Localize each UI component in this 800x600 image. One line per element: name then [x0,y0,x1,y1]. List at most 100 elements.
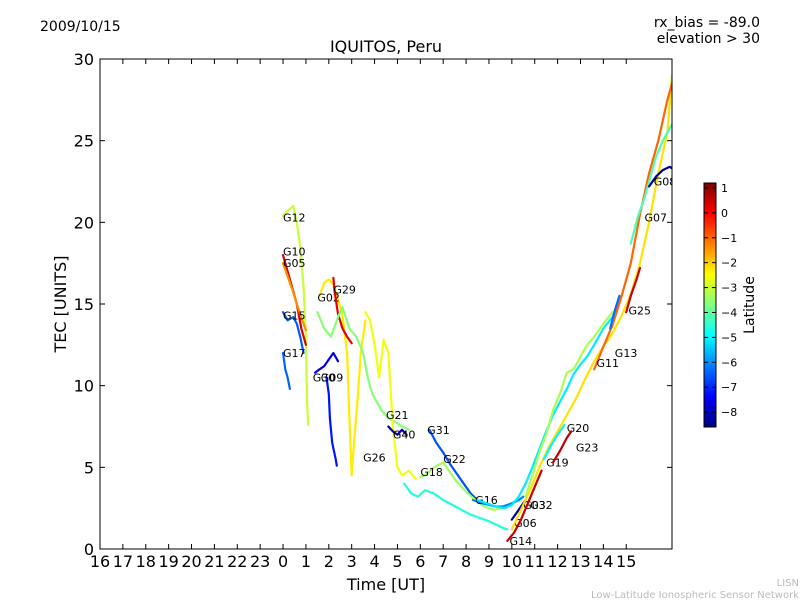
x-tick-label: 1 [301,552,311,571]
x-tick-label: 9 [484,552,494,571]
y-tick-label: 15 [74,295,94,314]
colorbar [703,182,717,428]
satellite-track-g09 [325,376,338,467]
satellite-label-g21: G21 [386,409,409,422]
satellite-track-g18 [403,482,509,531]
x-tick-label: 8 [461,552,471,571]
satellite-track-g11 [593,82,672,371]
satellite-track-g29 [332,276,353,345]
colorbar-tick-label: −6 [721,356,737,369]
satellite-label-g19: G19 [546,456,569,469]
chart-title: IQUITOS, Peru [330,37,442,56]
x-tick-label: 12 [547,552,567,571]
satellite-track-g32 [524,311,614,498]
x-tick-label: 5 [392,552,402,571]
rx-bias-label: rx_bias = -89.0 [654,15,760,31]
x-tick-label: 23 [250,552,270,571]
plot-frame [99,58,673,550]
x-tick-label: 16 [90,552,110,571]
x-tick-label: 13 [570,552,590,571]
y-tick-label: 25 [74,132,94,151]
satellite-label-g26: G26 [363,452,386,465]
x-tick-label: 21 [204,552,224,571]
colorbar-ticks: 1 0 −1 −2 −3 −4 −5 −6 −7 −8 [704,182,737,419]
date-label: 2009/10/15 [40,19,121,35]
satellite-label-g16: G16 [475,494,498,507]
satellite-label-g32: G32 [530,499,553,512]
satellite-label-g15: G15 [283,309,306,322]
satellite-label-g20: G20 [567,422,590,435]
satellite-track-g17 [281,351,291,390]
satellite-track-g15 [281,311,305,355]
x-tick-label: 11 [525,552,545,571]
satellite-track-g02 [318,278,367,477]
satellite-label-g11: G11 [596,357,619,370]
x-tick-label: 0 [278,552,288,571]
satellite-track-g12 [281,204,310,426]
satellite-track-g31 [428,428,479,502]
satellite-label-g18: G18 [420,466,443,479]
satellite-label-g25: G25 [629,305,652,318]
x-tick-label: 14 [593,552,613,571]
satellite-track-g13 [609,294,621,330]
x-tick-label: 19 [158,552,178,571]
satellite-label-g22: G22 [443,453,466,466]
x-tick-label: 10 [502,552,522,571]
satellite-label-g23: G23 [576,442,599,455]
satellite-track-g23 [551,430,573,464]
x-tick-label: 4 [369,552,379,571]
y-tick-label: 10 [74,377,94,396]
y-tick-label: 5 [84,458,94,477]
x-tick-label: 17 [113,552,133,571]
satellite-label-g12: G12 [283,211,306,224]
satellite-track-g25 [625,267,642,314]
satellite-label-g17: G17 [283,347,306,360]
y-tick-label: 20 [74,213,94,232]
x-tick-label: 20 [181,552,201,571]
colorbar-tick-label: −1 [721,232,737,245]
colorbar-tick-label: −2 [721,257,737,270]
y-axis-label: TEC [UNITS] [51,256,70,354]
x-tick-label: 3 [347,552,357,571]
satellite-track-g19 [510,74,672,531]
x-tick-label: 18 [136,552,156,571]
satellite-track-g20 [542,423,566,461]
satellite-track-g07 [629,123,672,245]
satellite-label-g30: G30 [313,372,336,385]
satellite-track-g08 [647,165,672,188]
x-tick-label: 22 [227,552,247,571]
satellite-track-g14 [506,469,543,542]
x-tick-label: 7 [438,552,448,571]
x-tick-label: 15 [616,552,636,571]
colorbar-tick-label: −7 [721,381,737,394]
satellite-track-g40 [387,425,408,436]
y-tick-label: 30 [74,50,94,69]
colorbar-tick-label: −3 [721,282,737,295]
satellite-label-g29: G29 [333,283,356,296]
colorbar-tick-label: −4 [721,306,737,319]
satellite-label-g14: G14 [510,535,533,548]
axes: 16 17 18 19 20 21 22 23 0 1 2 3 4 5 6 7 8 9 10 11 12 13 14 1505… [74,50,672,571]
elevation-label: elevation > 30 [657,31,760,47]
satellite-label-g10: G10 [283,246,306,259]
satellite-track-g05 [281,262,307,332]
satellite-label-g09: G09 [321,372,344,385]
satellite-label-g07: G07 [645,211,668,224]
colorbar-tick-label: −8 [721,406,737,419]
satellite-track-g21 [364,311,417,480]
colorbar-tick-label: −5 [721,331,737,344]
lisn-label: LISN [777,578,799,589]
satellite-track-g30 [314,351,340,374]
x-axis-label: Time [UT] [346,575,425,594]
x-tick-label: 6 [415,552,425,571]
satellite-label-g05: G05 [283,257,306,270]
x-tick-label: 2 [324,552,334,571]
y-tick-label: 0 [84,540,94,559]
network-label: Low-Latitude Ionospheric Sensor Network [591,590,799,600]
satellite-label-g40: G40 [393,429,416,442]
colorbar-label: Latitude [742,276,758,334]
colorbar-tick-label: 0 [721,207,728,220]
